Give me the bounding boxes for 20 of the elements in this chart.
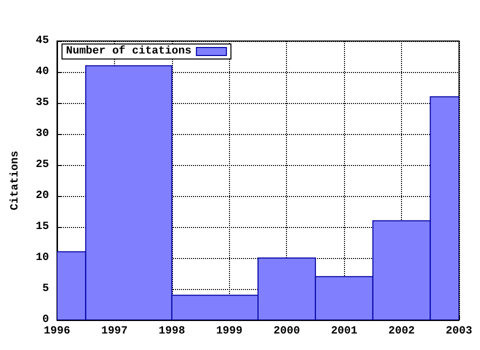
x-tick-label: 1998 [158,326,186,338]
x-tick-label: 1996 [44,326,70,338]
legend-label: Number of citations [66,44,192,58]
y-tick-label: 20 [36,190,49,202]
y-axis-title: Citations [10,150,22,210]
y-tick-label: 40 [36,66,49,78]
x-tick-label: 1997 [101,326,128,338]
x-tick-label: 1999 [216,326,242,338]
y-tick-label: 45 [36,35,50,47]
x-tick-label: 2000 [274,326,300,338]
y-tick-label: 5 [42,283,50,295]
y-tick-label: 0 [42,314,49,326]
x-tick-label: 2002 [388,326,415,338]
y-tick-label: 10 [36,252,49,264]
y-tick-label: 15 [36,221,50,233]
x-tick-label: 2001 [330,326,358,338]
x-tick-label: 2003 [446,326,473,338]
y-tick-label: 30 [36,128,49,140]
y-tick-label: 35 [36,97,50,109]
y-tick-label: 25 [36,159,50,171]
